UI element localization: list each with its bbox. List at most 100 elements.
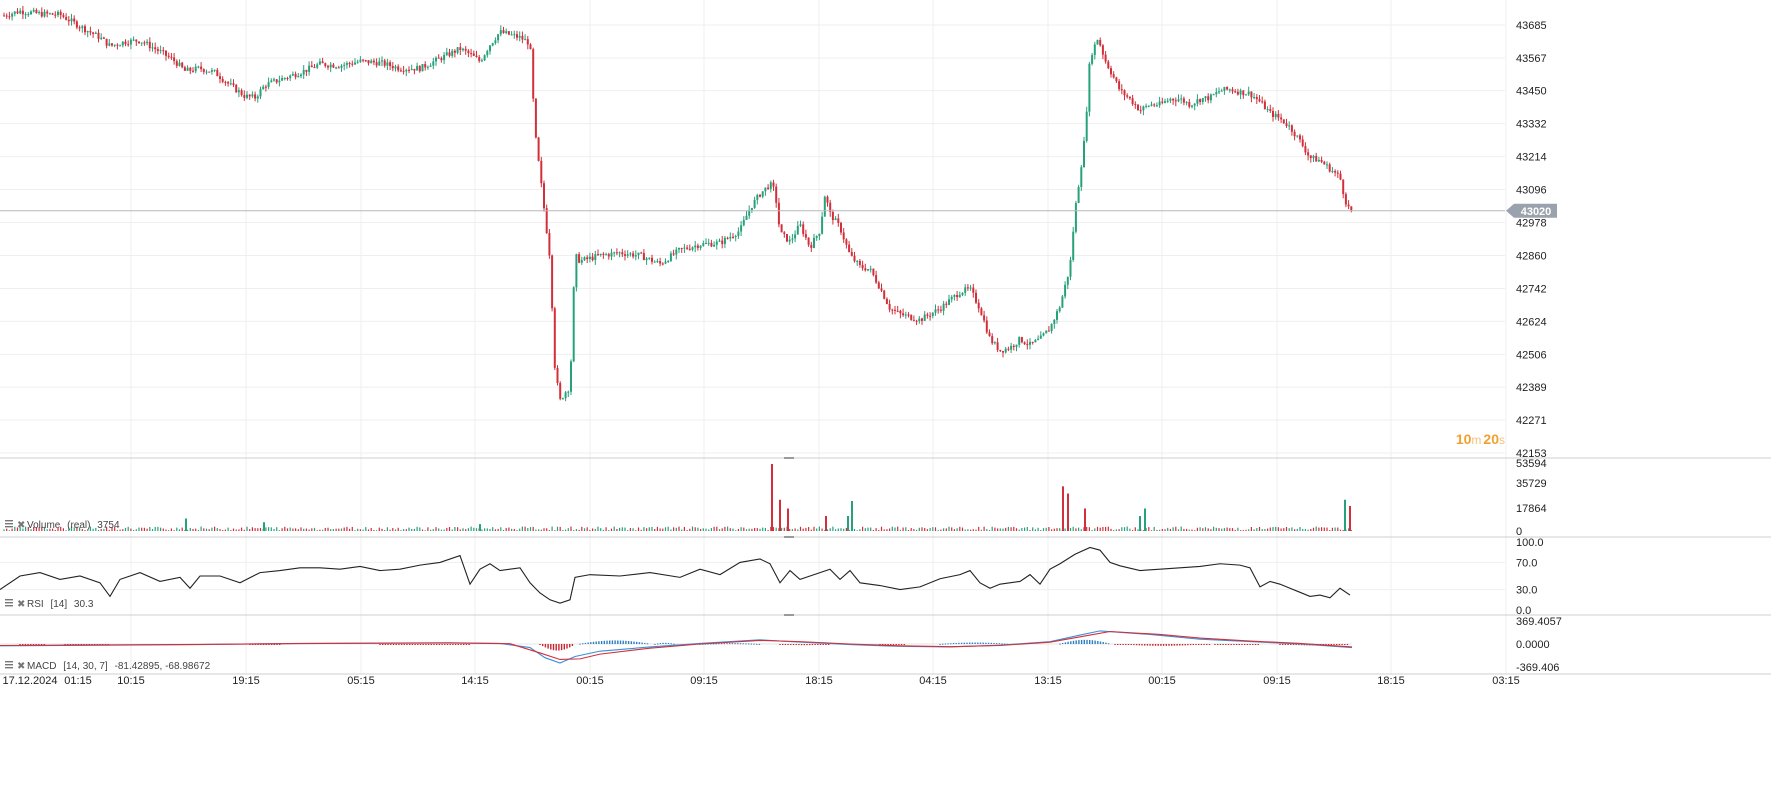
candle-body [111, 43, 113, 46]
candle-body [1118, 81, 1121, 90]
candle-body [178, 62, 181, 66]
macd-close-icon[interactable]: ✖ [17, 661, 25, 672]
candle-body [159, 50, 162, 52]
price-axis[interactable]: 43685 43567 43450 43332 43214 43096 42978 42860… [1516, 20, 1547, 460]
volume-close-icon[interactable]: ✖ [17, 520, 25, 531]
candle-body [915, 320, 918, 322]
candle-body [815, 236, 818, 238]
volume-bar [554, 530, 556, 531]
volume-bar [27, 526, 29, 531]
volume-bar [627, 530, 629, 531]
candle-body [1199, 99, 1202, 102]
volume-bar [997, 528, 999, 531]
candle-body [953, 294, 956, 297]
candle-body [939, 309, 942, 311]
pane-resize-handle[interactable] [784, 457, 794, 459]
macd-histogram-bar [1219, 644, 1222, 645]
volume-bar [983, 526, 985, 531]
price-tick-label: 43567 [1516, 53, 1547, 65]
candle-body [1012, 345, 1015, 347]
volume-bar [740, 527, 742, 531]
candle-body [343, 64, 346, 66]
candle-body [1309, 155, 1312, 159]
volume-bar [832, 526, 834, 531]
macd-histogram-bar [966, 642, 968, 644]
volume-bar [686, 530, 688, 531]
macd-histogram-bar [903, 644, 905, 645]
volume-bar [38, 527, 40, 531]
volume-bar [386, 527, 388, 531]
macd-histogram-bar [40, 644, 43, 645]
candle-body [804, 234, 807, 238]
candle-body [121, 41, 124, 46]
volume-bar [243, 529, 245, 531]
pane-resize-handle[interactable] [784, 536, 794, 538]
volume-bar [1172, 527, 1174, 531]
volume-bar [1045, 527, 1047, 531]
volume-bar [6, 528, 8, 531]
macd-histogram-bar [1238, 644, 1240, 645]
price-tick-label: 42153 [1516, 448, 1547, 460]
candle-body [297, 76, 300, 78]
macd-histogram-bar [417, 644, 419, 645]
macd-axis[interactable]: 369.4057 0.0000 -369.406 [1516, 616, 1562, 674]
candle-body [705, 243, 707, 245]
candle-body [124, 41, 127, 45]
macd-histogram-bar [1165, 644, 1167, 646]
candle-body [586, 257, 589, 259]
time-axis[interactable]: 17.12.2024 01:15 10:15 19:15 05:15 14:15 00:15… [2, 675, 1519, 687]
candle-body [73, 18, 76, 22]
candle-body [1034, 339, 1037, 343]
pane-separators[interactable] [0, 457, 1771, 675]
volume-bar [727, 526, 729, 531]
candle-body [1304, 146, 1307, 153]
macd-histogram-bar [944, 643, 947, 645]
volume-bar [52, 528, 54, 531]
candle-body [764, 187, 767, 192]
candle-body [397, 66, 400, 71]
macd-histogram-bar [742, 643, 744, 645]
rsi-axis[interactable]: 100.0 70.0 30.0 0.0 [1516, 537, 1544, 617]
volume-bar [1296, 528, 1298, 531]
volume-bar [721, 528, 723, 531]
candle-body [1164, 101, 1166, 103]
macd-line [0, 630, 1353, 664]
volume-bar [162, 528, 164, 531]
candle-body [1185, 102, 1188, 104]
pane-resize-handle[interactable] [784, 614, 794, 616]
candle-body [1204, 96, 1207, 99]
rsi-close-icon[interactable]: ✖ [17, 599, 25, 610]
candle-body [1209, 94, 1212, 101]
candle-body [167, 55, 170, 57]
volume-bar [378, 527, 380, 531]
macd-menu-icon[interactable] [5, 661, 13, 669]
volume-bar [392, 528, 394, 531]
volume-menu-icon[interactable] [5, 520, 13, 528]
candle-body [1196, 99, 1199, 104]
candle-body [510, 34, 513, 36]
volume-bar [508, 527, 510, 531]
macd-histogram-bar [1187, 644, 1189, 646]
candle-body [32, 9, 35, 12]
volume-bar [1110, 528, 1112, 531]
candle-body [1045, 330, 1048, 334]
volume-bar [473, 527, 475, 531]
volume-bar [1042, 528, 1045, 531]
candle-body [1091, 55, 1094, 64]
candle-body [1142, 106, 1145, 111]
rsi-menu-icon[interactable] [5, 599, 13, 607]
volume-bar [818, 526, 820, 531]
candle-body [151, 47, 154, 49]
candle-body [993, 342, 996, 344]
candle-body [507, 31, 510, 35]
volume-bar [289, 527, 291, 531]
macd-histogram-bar [411, 644, 414, 645]
candle-body [761, 191, 764, 197]
macd-histogram-bar [667, 642, 670, 644]
price-tick-label: 42860 [1516, 250, 1547, 262]
volume-bar [918, 527, 920, 531]
candle-body [950, 296, 953, 300]
volume-axis[interactable]: 53594 35729 17864 0 [1516, 458, 1547, 538]
